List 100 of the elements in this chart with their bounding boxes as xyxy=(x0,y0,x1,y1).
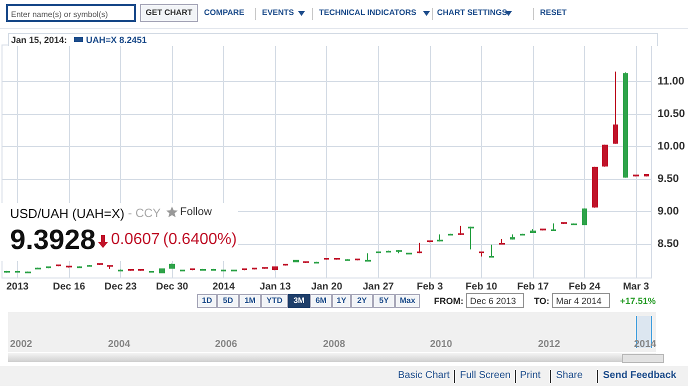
candlestick xyxy=(499,238,505,245)
text: 2010 xyxy=(430,339,452,350)
candlestick xyxy=(293,260,299,262)
text: USD/UAH (UAH=X) xyxy=(10,206,124,221)
candlestick xyxy=(520,233,525,236)
candlestick xyxy=(77,266,82,268)
candlestick xyxy=(169,263,175,269)
x-tick-label: Jan 20 xyxy=(311,282,343,292)
date-field: Mar 4 2014 xyxy=(552,293,610,308)
candlestick xyxy=(510,234,515,240)
button: 6M xyxy=(310,294,332,308)
candlestick xyxy=(396,250,402,254)
text: 2012 xyxy=(538,339,560,350)
button: 1M xyxy=(239,294,261,308)
x-tick-label: Feb 3 xyxy=(416,282,444,292)
candlestick xyxy=(87,264,92,267)
candlestick xyxy=(324,258,329,260)
x-tick-label: Mar 3 xyxy=(622,282,650,292)
candlestick xyxy=(427,240,433,243)
text: CHART SETTINGS xyxy=(437,8,508,17)
button: GET CHART xyxy=(140,4,198,22)
x-tick-label: Dec 23 xyxy=(104,282,138,292)
candlestick xyxy=(468,226,474,250)
button: Max xyxy=(395,294,420,308)
candlestick xyxy=(46,266,51,269)
text: UAH=X 8.2451 xyxy=(86,35,147,45)
candlestick xyxy=(623,72,628,178)
candlestick xyxy=(448,233,453,236)
x-tick-label: Dec 30 xyxy=(156,282,189,292)
text: COMPARE xyxy=(204,8,244,17)
search-field: Enter name(s) or symbol(s) xyxy=(6,4,136,22)
candlestick xyxy=(314,261,319,264)
y-tick-label: 10.00 xyxy=(657,140,686,153)
text: Print xyxy=(520,370,541,381)
text: Full Screen xyxy=(460,370,511,381)
button: 2Y xyxy=(351,294,373,308)
x-tick-label: 2013 xyxy=(6,282,30,292)
button: YTD xyxy=(261,294,288,308)
candlestick xyxy=(365,252,371,262)
candlestick xyxy=(4,270,10,274)
date-field: Dec 6 2013 xyxy=(466,293,524,308)
candlestick xyxy=(283,264,288,266)
candlestick xyxy=(159,268,165,274)
annotation: Follow xyxy=(180,206,212,218)
button: 5Y xyxy=(373,294,395,308)
text: 2002 xyxy=(10,339,32,350)
candlestick xyxy=(582,208,587,226)
annotation: 9.3928 xyxy=(10,224,96,255)
button: 5D xyxy=(217,294,239,308)
candlestick xyxy=(592,166,598,208)
candlestick xyxy=(571,222,577,226)
y-tick-label: 10.50 xyxy=(657,108,686,120)
candlestick xyxy=(417,242,422,254)
annotation: 0.0607 xyxy=(111,231,160,248)
x-tick-label: Feb 10 xyxy=(466,282,498,292)
text: 2008 xyxy=(323,339,346,350)
candlestick xyxy=(190,268,195,271)
button: 1D xyxy=(197,294,217,308)
candlestick xyxy=(66,266,72,268)
text: 2004 xyxy=(108,339,130,350)
annotation: (0.6400%) xyxy=(163,231,237,248)
x-tick-label: Dec 16 xyxy=(52,282,86,292)
x-tick-label: Jan 13 xyxy=(260,282,292,292)
y-tick-label: 11.00 xyxy=(657,75,684,88)
text: TECHNICAL INDICATORS xyxy=(319,8,416,17)
candlestick xyxy=(530,228,536,233)
candlestick xyxy=(56,264,61,267)
y-tick-label: 8.50 xyxy=(657,238,679,250)
candlestick xyxy=(551,222,556,231)
candlestick xyxy=(613,71,618,144)
candlestick xyxy=(303,261,309,264)
text: 2006 xyxy=(215,339,238,350)
y-tick-label: 9.50 xyxy=(657,173,679,186)
candlestick xyxy=(437,234,443,242)
x-tick-label: Jan 27 xyxy=(362,282,394,292)
candlestick xyxy=(458,225,464,236)
text: Share xyxy=(556,370,583,381)
candlestick xyxy=(200,268,206,271)
candlestick xyxy=(252,268,257,270)
candlestick xyxy=(15,270,20,273)
text: EVENTS xyxy=(262,8,294,17)
button: 3M xyxy=(288,294,310,308)
text: Basic Chart xyxy=(398,370,450,381)
annotation: - CCY xyxy=(128,206,161,220)
x-tick-label: Feb 17 xyxy=(517,282,550,292)
text: Jan 15, 2014: xyxy=(11,35,68,45)
candlestick xyxy=(242,268,247,271)
text: RESET xyxy=(540,8,567,17)
candlestick xyxy=(334,258,340,260)
y-tick-label: 9.00 xyxy=(657,206,679,218)
candlestick xyxy=(489,244,494,258)
button: 1Y xyxy=(332,294,351,308)
text: FROM: xyxy=(434,296,464,306)
candlestick xyxy=(644,174,649,177)
candlestick xyxy=(107,265,113,270)
x-tick-label: Feb 24 xyxy=(568,282,601,292)
candlestick xyxy=(211,268,216,271)
candlestick xyxy=(602,144,608,168)
x-tick-label: 2014 xyxy=(212,282,236,292)
candlestick xyxy=(25,270,31,274)
